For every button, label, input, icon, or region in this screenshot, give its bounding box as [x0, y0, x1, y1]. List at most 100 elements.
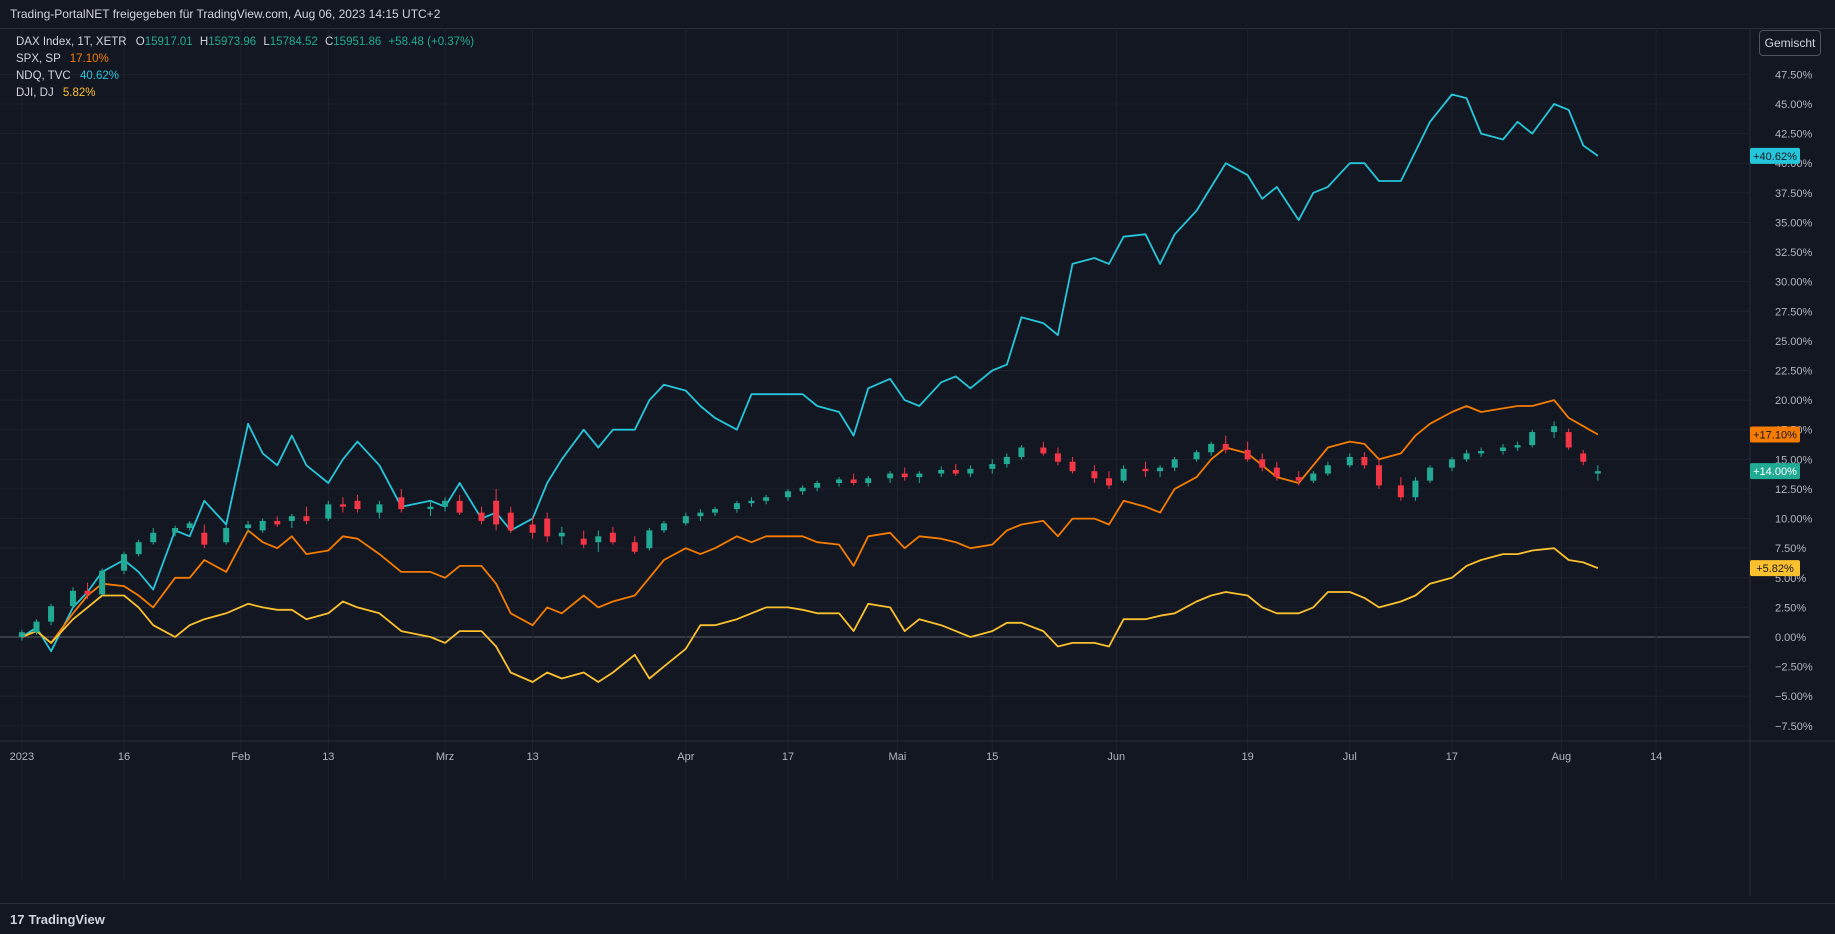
candle-body: [1142, 468, 1149, 472]
price-chart[interactable]: 47.50%45.00%42.50%40.00%37.50%35.00%32.5…: [0, 28, 1835, 903]
candle-body: [1244, 449, 1251, 460]
legend-high-label: H: [199, 36, 209, 48]
legend-low-value: 15784.52: [269, 36, 318, 48]
series-line-spx: [21, 399, 1599, 644]
x-tick-label: Feb: [231, 751, 250, 763]
candle-body: [1222, 443, 1229, 450]
candle-body: [172, 528, 179, 533]
candle-body: [1412, 480, 1419, 498]
last-value-label-bg: [1750, 560, 1800, 577]
last-value-label-bg: [1750, 426, 1800, 443]
candle-body: [697, 512, 704, 517]
candle-body: [1375, 465, 1382, 486]
candle-body: [887, 473, 894, 479]
candle-body: [274, 520, 281, 525]
candle-body: [303, 516, 310, 521]
x-tick-label: 16: [118, 751, 130, 763]
candle-body: [1580, 453, 1587, 462]
y-tick-label: −7.50%: [1775, 721, 1813, 733]
legend-ndq-value: 40.62%: [79, 70, 119, 82]
candle-body: [1551, 426, 1558, 433]
candle-body: [529, 524, 536, 533]
candle-body: [1361, 456, 1368, 466]
candle-body: [245, 524, 252, 529]
candle-body: [325, 504, 332, 519]
tradingview-logo[interactable]: 17 TradingView: [10, 912, 105, 927]
candle-body: [1069, 461, 1076, 472]
candle-body: [763, 497, 770, 501]
tradingview-logo-text: TradingView: [28, 912, 105, 927]
y-tick-label: 2.50%: [1775, 602, 1806, 614]
y-tick-label: 32.50%: [1775, 247, 1813, 259]
candle-body: [398, 497, 405, 510]
compare-mode-button[interactable]: Gemischt: [1759, 30, 1821, 56]
candle-body: [1346, 456, 1353, 466]
candle-body: [1565, 432, 1572, 448]
candle-body: [660, 523, 667, 531]
candle-body: [427, 506, 434, 510]
legend-low-label: L: [263, 36, 270, 48]
candle-body: [1106, 478, 1113, 486]
legend-main-name: DAX Index, 1T, XETR: [16, 36, 127, 48]
last-value-label: +17.10%: [1753, 429, 1797, 441]
candle-body: [493, 500, 500, 525]
series-line-dji: [21, 547, 1599, 683]
legend-high-value: 15973.96: [208, 36, 257, 48]
y-tick-label: 10.00%: [1775, 514, 1813, 526]
candle-body: [1273, 467, 1280, 478]
legend-row-ndq[interactable]: NDQ, TVC 40.62%: [16, 68, 474, 85]
y-tick-label: 47.50%: [1775, 69, 1813, 81]
candle-body: [1091, 471, 1098, 479]
x-tick-label: 14: [1650, 751, 1662, 763]
y-tick-label: 12.50%: [1775, 484, 1813, 496]
candle-body: [784, 491, 791, 498]
candle-body: [595, 536, 602, 543]
candle-body: [814, 483, 821, 488]
candle-body: [1500, 447, 1507, 452]
candle-body: [48, 606, 55, 622]
candle-body: [1171, 459, 1178, 468]
chart-area[interactable]: 47.50% 45.00% 42.50% 40.00% 37.50% 35.00% 32.5…: [0, 28, 1835, 903]
candle-body: [1120, 468, 1127, 481]
legend-dji-value: 5.82%: [62, 87, 96, 99]
candle-body: [1310, 473, 1317, 481]
candle-body: [916, 473, 923, 478]
y-tick-label: 30.00%: [1775, 277, 1813, 289]
y-tick-label: 22.50%: [1775, 366, 1813, 378]
candle-body: [507, 512, 514, 531]
x-tick-label: Aug: [1552, 751, 1572, 763]
y-tick-label: 25.00%: [1775, 336, 1813, 348]
candle-body: [1208, 443, 1215, 453]
candle-body: [478, 512, 485, 521]
candle-body: [135, 542, 142, 555]
candle-body: [354, 500, 361, 510]
x-tick-label: Jul: [1343, 751, 1357, 763]
candle-body: [1003, 456, 1010, 465]
legend-row-dji[interactable]: DJI, DJ 5.82%: [16, 85, 474, 102]
candle-body: [456, 500, 463, 513]
legend-spx-value: 17.10%: [69, 53, 109, 65]
candle-body: [609, 532, 616, 543]
legend-main-row[interactable]: DAX Index, 1T, XETR O15917.01 H15973.96 …: [16, 34, 474, 51]
x-tick-label: Jun: [1107, 751, 1125, 763]
legend-close-label: C: [324, 36, 334, 48]
x-tick-label: 19: [1242, 751, 1254, 763]
candle-body: [799, 487, 806, 492]
candle-body: [1018, 447, 1025, 457]
candle-body: [712, 509, 719, 513]
candle-body: [69, 590, 76, 607]
candle-body: [558, 532, 565, 537]
candle-body: [201, 532, 208, 545]
x-tick-label: 17: [782, 751, 794, 763]
candle-body: [580, 538, 587, 545]
candle-body: [150, 532, 157, 543]
legend: DAX Index, 1T, XETR O15917.01 H15973.96 …: [16, 34, 474, 102]
legend-row-spx[interactable]: SPX, SP 17.10%: [16, 51, 474, 68]
legend-open-value: 15917.01: [144, 36, 193, 48]
legend-spx-name: SPX, SP: [16, 53, 61, 65]
candle-body: [1463, 453, 1470, 460]
top-bar: Trading-PortalNET freigegeben für Tradin…: [0, 0, 1835, 29]
candle-body: [865, 478, 872, 484]
candle-body: [1594, 471, 1601, 474]
y-tick-label: 37.50%: [1775, 188, 1813, 200]
